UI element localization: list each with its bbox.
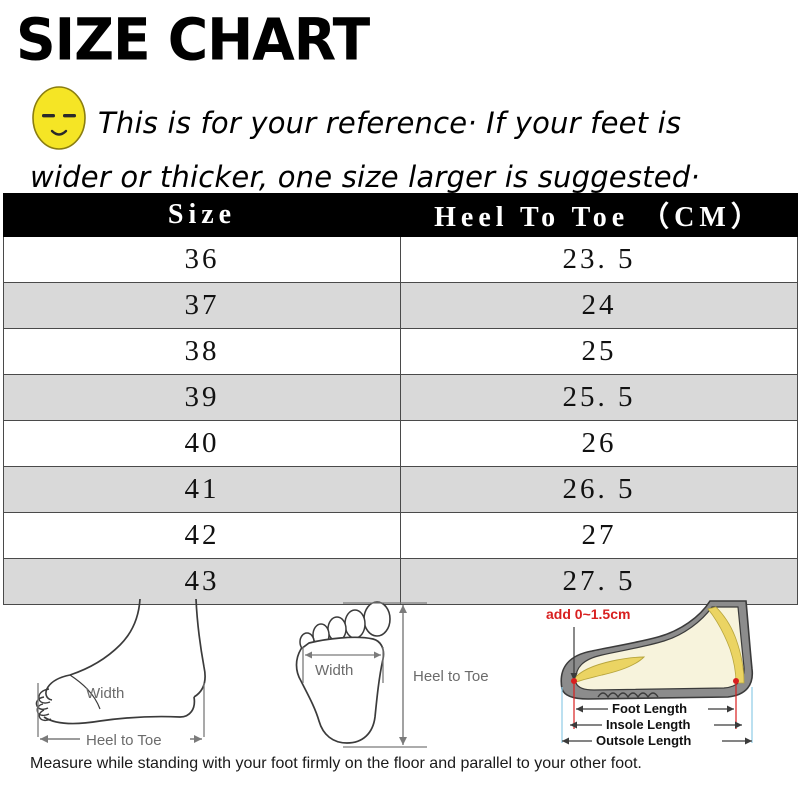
- cell-size: 40: [3, 420, 401, 467]
- cell-heel-to-toe: 25. 5: [400, 374, 798, 421]
- side-view-length-label: Heel to Toe: [86, 732, 162, 749]
- smiley-face-icon: [32, 86, 86, 150]
- side-view-width-label: Width: [86, 685, 124, 702]
- page-title: SIZE CHART: [16, 6, 370, 75]
- reference-note-line-2: wider or thicker, one size larger is sug…: [30, 160, 700, 194]
- cell-size: 41: [3, 466, 401, 513]
- cell-size: 43: [3, 558, 401, 605]
- cell-size: 37: [3, 282, 401, 329]
- cell-heel-to-toe: 24: [400, 282, 798, 329]
- cell-heel-to-toe: 27. 5: [400, 558, 798, 605]
- cell-heel-to-toe: 23. 5: [400, 236, 798, 283]
- reference-note-line-1: This is for your reference· If your feet…: [98, 106, 682, 140]
- reference-note: This is for your reference· If your feet…: [30, 96, 798, 194]
- shoe-cross-section-diagram: add 0~1.5cm Foot Length Insole Length Ou…: [546, 600, 754, 749]
- table-row: 37 24: [3, 282, 798, 329]
- cell-heel-to-toe: 26. 5: [400, 466, 798, 513]
- shoe-insole-length-label: Insole Length: [606, 717, 691, 732]
- footprint-width-label: Width: [315, 662, 353, 679]
- table-header-row: Size Heel To Toe （CM）: [3, 193, 798, 237]
- shoe-add-length-label: add 0~1.5cm: [546, 606, 630, 622]
- cell-size: 36: [3, 236, 401, 283]
- measurement-diagrams: Width Heel to Toe Width Heel to Toe: [0, 597, 800, 755]
- column-header-heel-to-toe: Heel To Toe （CM）: [400, 193, 798, 237]
- cell-size: 42: [3, 512, 401, 559]
- cell-size: 39: [3, 374, 401, 421]
- measure-instruction-caption: Measure while standing with your foot fi…: [30, 755, 642, 772]
- cell-heel-to-toe: 26: [400, 420, 798, 467]
- table-row: 40 26: [3, 420, 798, 467]
- table-row: 39 25. 5: [3, 374, 798, 421]
- shoe-foot-length-label: Foot Length: [612, 701, 687, 716]
- shoe-outsole-length-label: Outsole Length: [596, 733, 691, 748]
- table-row: 38 25: [3, 328, 798, 375]
- column-header-size: Size: [3, 193, 401, 237]
- footprint-length-label: Heel to Toe: [413, 668, 489, 685]
- table-row: 36 23. 5: [3, 236, 798, 283]
- table-row: 43 27. 5: [3, 558, 798, 605]
- cell-heel-to-toe: 27: [400, 512, 798, 559]
- size-chart-table: Size Heel To Toe （CM） 36 23. 5 37 24 38 25 39 2…: [3, 193, 798, 605]
- foot-side-view-diagram: Width Heel to Toe: [35, 598, 206, 749]
- cell-size: 38: [3, 328, 401, 375]
- cell-heel-to-toe: 25: [400, 328, 798, 375]
- table-row: 41 26. 5: [3, 466, 798, 513]
- table-row: 42 27: [3, 512, 798, 559]
- foot-print-diagram: Width Heel to Toe: [295, 601, 489, 748]
